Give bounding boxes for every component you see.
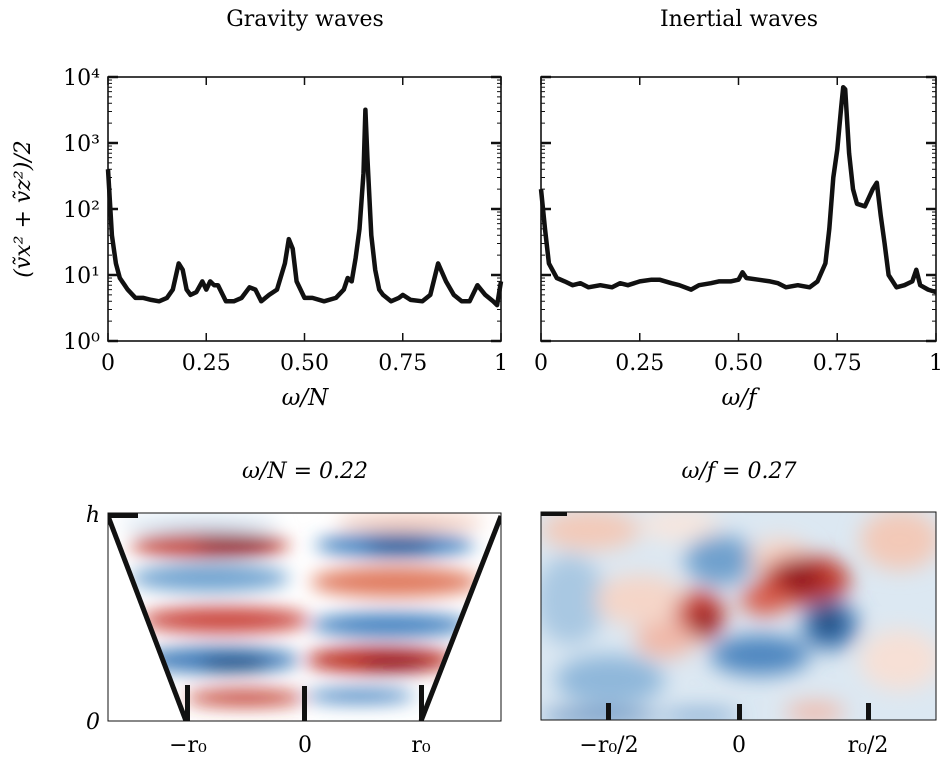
inertial-field-colormap bbox=[541, 512, 936, 720]
gravity-spectrum-line bbox=[105, 107, 504, 308]
spectrum-ylabel: (ṽx² + ṽz²)/2 bbox=[11, 140, 36, 278]
inertial-x-tick-label: 0.50 bbox=[714, 351, 763, 376]
panel-inertial-spectrum: Inertial waves 0 0.25 0.50 0.75 1 ω/f bbox=[534, 7, 941, 411]
gravity-title: Gravity waves bbox=[226, 7, 384, 32]
field-x-tick-label: −r₀/2 bbox=[579, 733, 638, 758]
gravity-x-tick-label: 0.25 bbox=[182, 351, 231, 376]
gravity-marker-center bbox=[302, 686, 307, 721]
gravity-x-tick-label: 1 bbox=[494, 351, 508, 376]
field-x-tick-label: −r₀ bbox=[169, 733, 207, 758]
inertial-spectrum-line bbox=[538, 84, 937, 295]
gravity-xlabel: ω/N bbox=[282, 385, 330, 411]
inertial-ticks: 0 0.25 0.50 0.75 1 bbox=[534, 75, 941, 376]
inertial-x-tick-label: 0.75 bbox=[813, 351, 862, 376]
inertial-xlabel: ω/f bbox=[721, 385, 760, 411]
free-surface-marker bbox=[108, 513, 138, 518]
tank-wall-left bbox=[108, 515, 189, 721]
y-tick-label: 10¹ bbox=[63, 264, 100, 289]
gravity-field-ticks: −r₀ 0 r₀ h 0 bbox=[86, 503, 431, 758]
gravity-x-tick-label: 0 bbox=[101, 351, 115, 376]
gravity-marker-right bbox=[419, 685, 424, 721]
gravity-field-colormap bbox=[120, 514, 485, 706]
inertial-field-frame bbox=[540, 511, 937, 721]
y-tick-label: 10³ bbox=[63, 132, 100, 157]
inertial-x-tick-label: 0.25 bbox=[615, 351, 664, 376]
y-tick-label: 10⁴ bbox=[63, 66, 100, 91]
y-tick-label: 10⁰ bbox=[63, 330, 100, 355]
inertial-x-tick-label: 1 bbox=[929, 351, 941, 376]
field-x-tick-label: r₀/2 bbox=[848, 733, 889, 758]
field-x-tick-label: 0 bbox=[732, 733, 746, 758]
field-x-tick-label: r₀ bbox=[411, 733, 431, 758]
y-tick-label: 10² bbox=[63, 198, 100, 223]
inertial-surface-marker bbox=[541, 512, 567, 516]
inertial-field-title: ω/f = 0.27 bbox=[682, 459, 797, 484]
gravity-field-title: ω/N = 0.22 bbox=[242, 459, 368, 484]
gravity-field-frame bbox=[107, 512, 502, 722]
field-y-tick-label: 0 bbox=[86, 710, 100, 735]
gravity-ticks: 10⁰ 10¹ 10² 10³ 10⁴ 0 0.25 0.50 0.75 1 bbox=[63, 66, 508, 376]
inertial-x-tick-label: 0 bbox=[534, 351, 548, 376]
panel-gravity-field: ω/N = 0.22 bbox=[86, 459, 502, 758]
inertial-marker-center bbox=[737, 704, 742, 720]
inertial-field-image bbox=[541, 512, 936, 720]
inertial-marker-right bbox=[866, 703, 871, 720]
inertial-field-ticks: −r₀/2 0 r₀/2 bbox=[579, 733, 888, 758]
field-x-tick-label: 0 bbox=[298, 733, 312, 758]
panel-inertial-field: ω/f = 0.27 bbox=[540, 459, 937, 758]
inertial-title: Inertial waves bbox=[660, 7, 818, 32]
gravity-field-image bbox=[108, 513, 501, 721]
gravity-marker-left bbox=[185, 685, 190, 721]
inertial-axes-frame bbox=[540, 76, 937, 342]
gravity-x-tick-label: 0.50 bbox=[280, 351, 329, 376]
inertial-marker-left bbox=[606, 703, 611, 720]
tank-wall-right bbox=[418, 515, 501, 721]
gravity-axes-frame bbox=[107, 76, 502, 342]
panel-gravity-spectrum: Gravity waves 10⁰ 10¹ 10² 10³ 10⁴ 0 0.25 0.50 0.… bbox=[11, 7, 508, 411]
field-y-tick-label: h bbox=[86, 503, 100, 528]
gravity-x-tick-label: 0.75 bbox=[378, 351, 427, 376]
